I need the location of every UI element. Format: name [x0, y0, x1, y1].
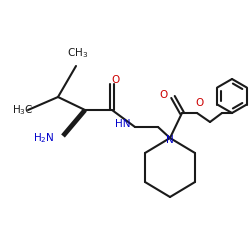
Text: CH$_3$: CH$_3$ — [68, 46, 88, 60]
Text: H$_2$N: H$_2$N — [34, 131, 55, 145]
Text: O: O — [112, 75, 120, 85]
Text: N: N — [166, 135, 174, 145]
Text: H$_3$C: H$_3$C — [12, 103, 34, 117]
Text: O: O — [196, 98, 204, 108]
Text: HN: HN — [114, 119, 130, 129]
Text: O: O — [160, 90, 168, 100]
